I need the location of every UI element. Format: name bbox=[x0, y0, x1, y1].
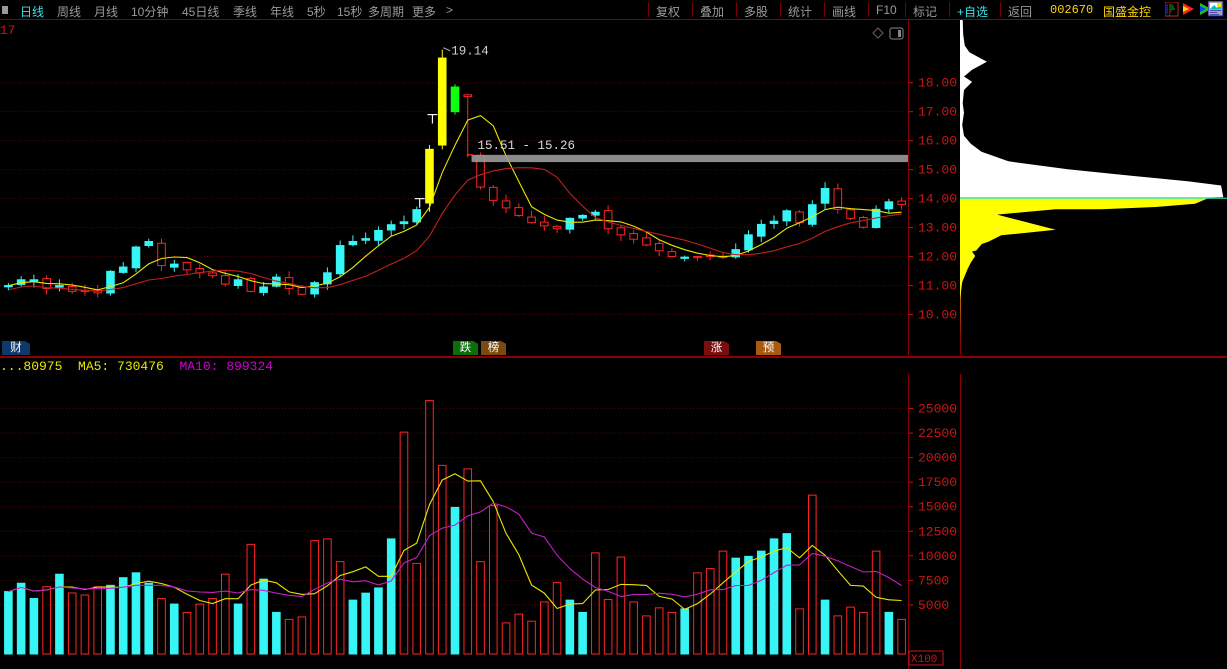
svg-text:15.00: 15.00 bbox=[918, 163, 957, 178]
svg-text:14.00: 14.00 bbox=[918, 192, 957, 207]
svg-text:16.00: 16.00 bbox=[918, 134, 957, 149]
svg-text:18.00: 18.00 bbox=[918, 76, 957, 91]
svg-text:12.00: 12.00 bbox=[918, 250, 957, 265]
svg-text:5000: 5000 bbox=[918, 598, 949, 613]
svg-text:X100: X100 bbox=[911, 654, 937, 666]
svg-text:12500: 12500 bbox=[918, 524, 957, 539]
svg-text:.17: .17 bbox=[0, 23, 15, 38]
svg-text:25000: 25000 bbox=[918, 402, 957, 417]
svg-text:10000: 10000 bbox=[918, 549, 957, 564]
svg-text:17.00: 17.00 bbox=[918, 105, 957, 120]
svg-text:19.14: 19.14 bbox=[451, 45, 489, 59]
svg-text:7500: 7500 bbox=[918, 573, 949, 588]
svg-text:15000: 15000 bbox=[918, 500, 957, 515]
svg-text:11.00: 11.00 bbox=[918, 279, 957, 294]
svg-text:20000: 20000 bbox=[918, 451, 957, 466]
svg-text:13.00: 13.00 bbox=[918, 221, 957, 236]
svg-text:22500: 22500 bbox=[918, 426, 957, 441]
svg-text:15.51 - 15.26: 15.51 - 15.26 bbox=[478, 139, 576, 153]
svg-text:10.00: 10.00 bbox=[918, 308, 957, 323]
svg-text:17500: 17500 bbox=[918, 475, 957, 490]
